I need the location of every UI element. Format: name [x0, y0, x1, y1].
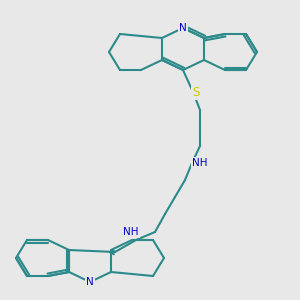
Text: NH: NH [192, 158, 208, 168]
Text: N: N [86, 277, 94, 287]
Text: S: S [192, 85, 200, 98]
Text: N: N [179, 23, 187, 33]
Text: NH: NH [123, 227, 139, 237]
